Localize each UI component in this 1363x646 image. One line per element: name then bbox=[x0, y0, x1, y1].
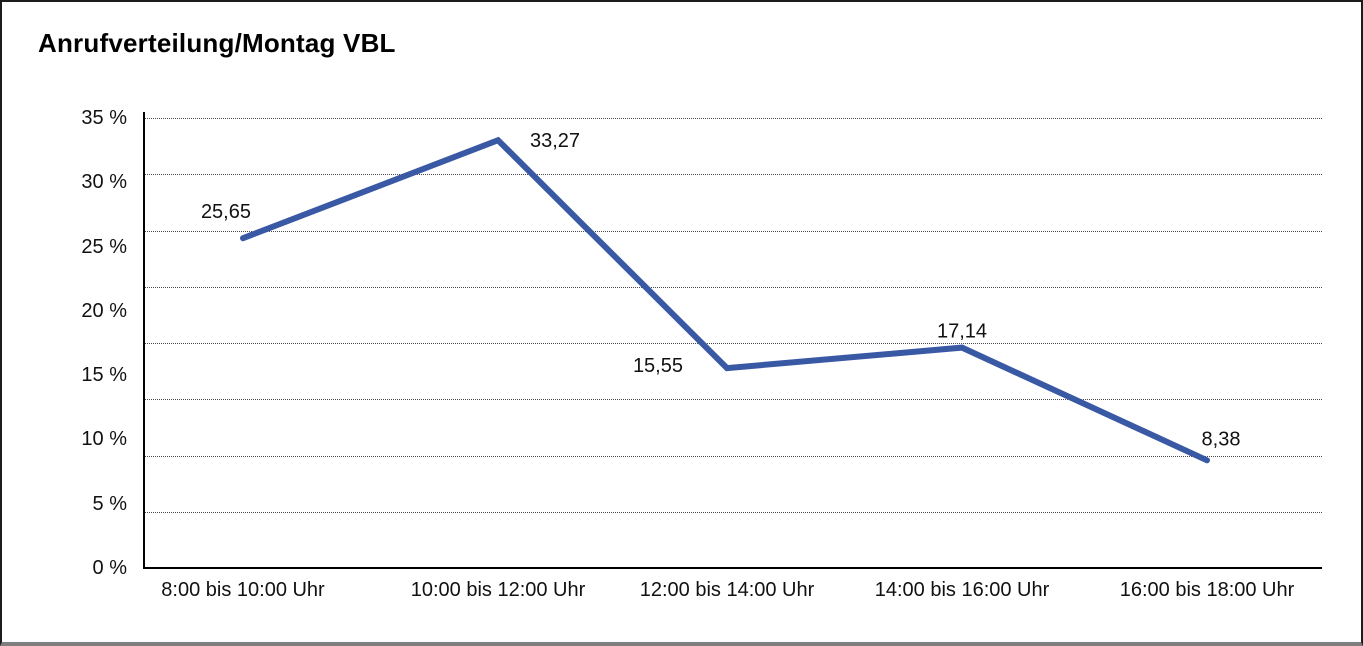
line-series-svg: 25,65 33,27 15,55 17,14 8,38 bbox=[201, 130, 1241, 464]
data-line bbox=[240, 136, 1210, 464]
point-value-label: 8,38 bbox=[1202, 428, 1241, 450]
x-tick-label: 16:00 bis 18:00 Uhr bbox=[1119, 579, 1295, 601]
gridline bbox=[145, 174, 1322, 176]
x-tick-label: 14:00 bis 16:00 Uhr bbox=[874, 579, 1050, 601]
gridline bbox=[145, 399, 1322, 401]
y-tick-label: 0 % bbox=[92, 557, 127, 579]
gridline bbox=[145, 343, 1322, 344]
gridline bbox=[145, 230, 1322, 232]
point-value-label: 33,27 bbox=[530, 130, 580, 152]
gridline bbox=[145, 455, 1322, 457]
y-axis-line bbox=[143, 112, 145, 569]
point-value-label: 25,65 bbox=[201, 201, 251, 223]
plot-area bbox=[143, 118, 1322, 568]
x-tick-label: 10:00 bis 12:00 Uhr bbox=[410, 579, 586, 601]
x-tick-label: 12:00 bis 14:00 Uhr bbox=[639, 579, 815, 601]
y-tick-label: 35 % bbox=[81, 107, 127, 129]
y-tick-label: 10 % bbox=[81, 428, 127, 451]
point-value-label: 17,14 bbox=[937, 321, 987, 343]
gridline bbox=[145, 118, 1322, 119]
point-value-label: 15,55 bbox=[633, 355, 683, 377]
gridline bbox=[145, 511, 1322, 513]
gridline bbox=[145, 286, 1322, 288]
y-tick-label: 15 % bbox=[81, 364, 127, 387]
y-tick-label: 5 % bbox=[92, 492, 127, 515]
y-tick-label: 20 % bbox=[81, 299, 127, 322]
x-axis-line bbox=[143, 567, 1322, 569]
chart-title: Anrufverteilung/Montag VBL bbox=[38, 28, 396, 58]
y-tick-label: 25 % bbox=[81, 235, 127, 258]
x-tick-label: 8:00 bis 10:00 Uhr bbox=[161, 579, 325, 601]
y-tick-label: 30 % bbox=[81, 171, 127, 194]
